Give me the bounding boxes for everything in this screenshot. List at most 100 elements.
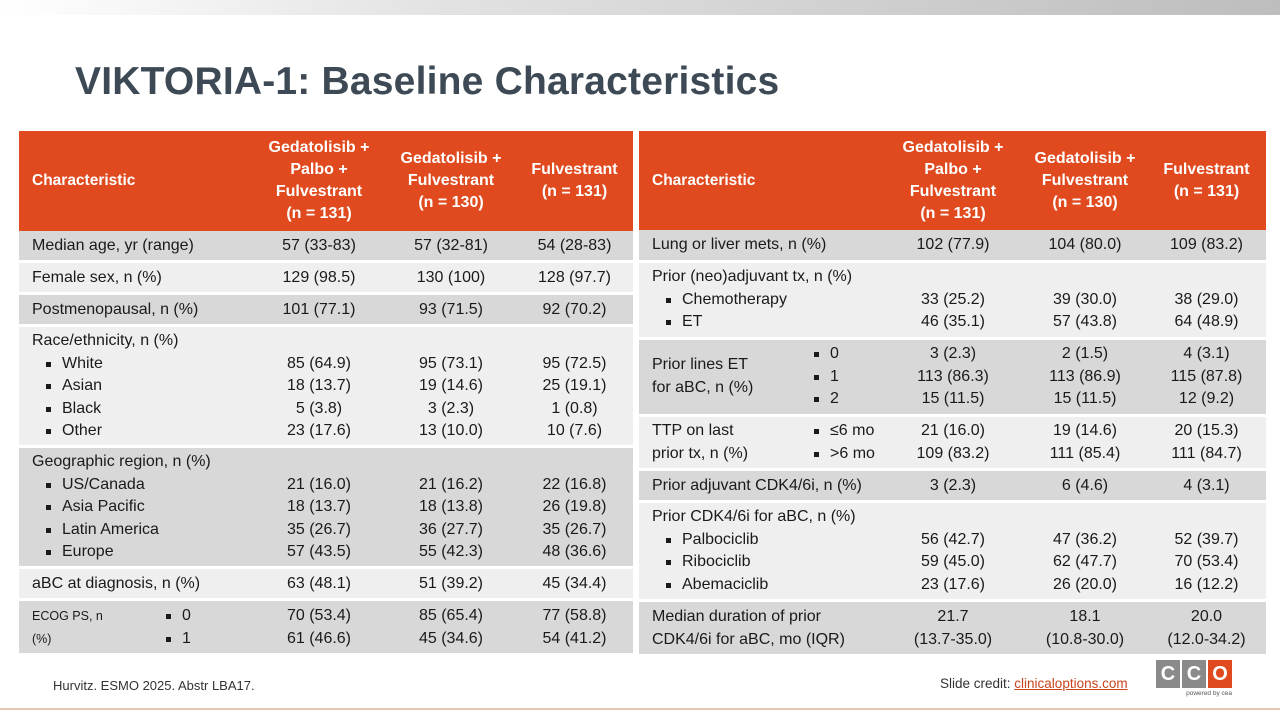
row-race-ethnicity: Race/ethnicity, n (%) White Asian Black …: [19, 327, 633, 445]
neo-et-label: ET: [652, 311, 883, 334]
region-europe-label: Europe: [32, 541, 252, 564]
cell-value: 130 (100): [386, 263, 516, 292]
cell-value: 26 (19.8): [542, 498, 607, 515]
cell-value: 57 (33-83): [252, 231, 386, 260]
row-female-sex: Female sex, n (%) 129 (98.5) 130 (100) 1…: [19, 263, 633, 292]
ttp-gt6-label: >6 mo: [810, 443, 875, 466]
row-label: Lung or liver mets, n (%): [639, 230, 883, 260]
cell-value: 77 (58.8): [542, 607, 607, 624]
cell-value: 19 (14.6): [1052, 422, 1118, 439]
row-ttp-last-prior: TTP on last prior tx, n (%) ≤6 mo >6 mo …: [639, 417, 1266, 468]
header-characteristic: Characteristic: [19, 131, 252, 231]
cell-value: 16 (12.2): [1174, 575, 1239, 593]
cell-value: 93 (71.5): [386, 295, 516, 324]
row-label: Geographic region, n (%): [32, 453, 211, 470]
row-label: ECOG PS, n (%): [32, 609, 103, 646]
cell-value: 18 (13.7): [286, 498, 352, 515]
cell-value: 26 (20.0): [1052, 575, 1118, 593]
row-label: Female sex, n (%): [19, 263, 252, 292]
row-median-duration-cdk: Median duration of prior CDK4/6i for aBC…: [639, 602, 1266, 654]
citation: Hurvitz. ESMO 2025. Abstr LBA17.: [53, 678, 255, 693]
cell-value: 23 (17.6): [286, 422, 352, 439]
header-fulvestrant: Fulvestrant (n = 131): [516, 131, 633, 231]
cell-value: 70 (53.4): [286, 607, 352, 624]
cell-value: 104 (80.0): [1023, 230, 1147, 260]
cdk-ribociclib-label: Ribociclib: [652, 551, 883, 574]
cell-value: 20 (15.3): [1174, 422, 1239, 439]
lines-et-0-label: 0: [810, 343, 839, 366]
cdk-abemaciclib-label: Abemaciclib: [652, 574, 883, 597]
header-fulvestrant: Fulvestrant (n = 131): [1147, 131, 1266, 230]
cell-value: 10 (7.6): [546, 422, 603, 439]
cell-value: 45 (34.4): [516, 569, 633, 598]
ecog-0-label: 0: [162, 605, 191, 628]
cell-value: 36 (27.7): [418, 520, 484, 538]
cell-value: 15 (11.5): [921, 390, 985, 407]
slide-credit-prefix: Slide credit:: [940, 676, 1015, 691]
cell-value: 57 (43.8): [1052, 313, 1118, 330]
cell-value: 111 (85.4): [1049, 444, 1121, 462]
race-white-label: White: [32, 353, 252, 376]
region-asia-pacific-label: Asia Pacific: [32, 496, 252, 519]
header-gedatolisib-fulvestrant: Gedatolisib + Fulvestrant (n = 130): [386, 131, 516, 231]
clinicaloptions-link[interactable]: clinicaloptions.com: [1014, 676, 1128, 691]
cell-value: 85 (64.9): [286, 354, 352, 372]
cell-value: 21.7 (13.7-35.0): [883, 602, 1023, 654]
cell-value: 56 (42.7): [920, 530, 986, 548]
cell-value: 6 (4.6): [1023, 471, 1147, 500]
cell-value: 15 (11.5): [1053, 390, 1117, 407]
ttp-le6-label: ≤6 mo: [810, 420, 875, 443]
cell-value: 23 (17.6): [920, 575, 986, 593]
bottom-divider: [0, 708, 1280, 710]
header-gedatolisib-palbo-fulvestrant: Gedatolisib + Palbo + Fulvestrant (n = 131): [252, 131, 386, 231]
cell-value: 19 (14.6): [418, 377, 484, 394]
cell-value: 129 (98.5): [252, 263, 386, 292]
cell-value: 57 (43.5): [286, 543, 352, 560]
cell-value: 35 (26.7): [286, 520, 352, 538]
slide-title: VIKTORIA-1: Baseline Characteristics: [75, 60, 780, 103]
cell-value: 21 (16.2): [418, 475, 484, 493]
cell-value: 5 (3.8): [295, 399, 343, 417]
cell-value: 115 (87.8): [1170, 367, 1243, 385]
row-prior-adjuvant-cdk: Prior adjuvant CDK4/6i, n (%) 3 (2.3) 6 …: [639, 471, 1266, 500]
row-lung-liver-mets: Lung or liver mets, n (%) 102 (77.9) 104…: [639, 230, 1266, 260]
header-gedatolisib-fulvestrant: Gedatolisib + Fulvestrant (n = 130): [1023, 131, 1147, 230]
cco-logo: C C O powered by cea: [1156, 660, 1234, 704]
race-other-label: Other: [32, 420, 252, 443]
row-label: Postmenopausal, n (%): [19, 295, 252, 324]
cell-value: 18 (13.8): [418, 498, 484, 515]
cell-value: 109 (83.2): [916, 444, 990, 462]
cell-value: 63 (48.1): [252, 569, 386, 598]
row-label: Median duration of prior CDK4/6i for aBC…: [639, 602, 883, 654]
cell-value: 38 (29.0): [1174, 290, 1239, 308]
cell-value: 21 (16.0): [920, 422, 986, 439]
race-asian-label: Asian: [32, 375, 252, 398]
lines-et-2-label: 2: [810, 388, 839, 411]
cell-value: 61 (46.6): [286, 629, 352, 647]
cell-value: 85 (65.4): [418, 607, 484, 624]
row-ecog-ps: ECOG PS, n (%) 0 1 70 (53.4) 61 (46.6) 8…: [19, 601, 633, 653]
cell-value: 59 (45.0): [920, 553, 986, 570]
cell-value: 46 (35.1): [920, 313, 986, 330]
logo-letter-c2: C: [1182, 660, 1206, 688]
cell-value: 57 (32-81): [386, 231, 516, 260]
cell-value: 3 (2.3): [427, 399, 475, 417]
lines-et-1-label: 1: [810, 366, 839, 389]
cell-value: 62 (47.7): [1052, 553, 1118, 570]
cell-value: 70 (53.4): [1174, 553, 1239, 570]
race-black-label: Black: [32, 398, 252, 421]
cell-value: 52 (39.7): [1174, 530, 1239, 548]
cell-value: 35 (26.7): [542, 520, 607, 538]
logo-letter-o: O: [1208, 660, 1232, 688]
slide-credit: Slide credit: clinicaloptions.com: [940, 676, 1128, 691]
cell-value: 18.1 (10.8-30.0): [1023, 602, 1147, 654]
row-label: Prior lines ET for aBC, n (%): [652, 356, 754, 396]
row-prior-lines-et: Prior lines ET for aBC, n (%) 0 1 2 3 (2…: [639, 340, 1266, 414]
baseline-table-left: Characteristic Gedatolisib + Palbo + Fulve…: [19, 131, 633, 653]
header-gedatolisib-palbo-fulvestrant: Gedatolisib + Palbo + Fulvestrant (n = 131): [883, 131, 1023, 230]
cell-value: 25 (19.1): [542, 377, 607, 394]
logo-tagline: powered by cea: [1186, 690, 1232, 697]
neo-chemotherapy-label: Chemotherapy: [652, 289, 883, 312]
cell-value: 47 (36.2): [1052, 530, 1118, 548]
cell-value: 39 (30.0): [1052, 290, 1118, 308]
